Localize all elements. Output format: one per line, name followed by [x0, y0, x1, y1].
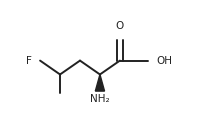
Text: OH: OH: [156, 56, 172, 66]
Text: F: F: [26, 56, 32, 66]
Text: O: O: [116, 21, 124, 31]
Polygon shape: [95, 74, 105, 91]
Text: NH₂: NH₂: [90, 94, 110, 104]
